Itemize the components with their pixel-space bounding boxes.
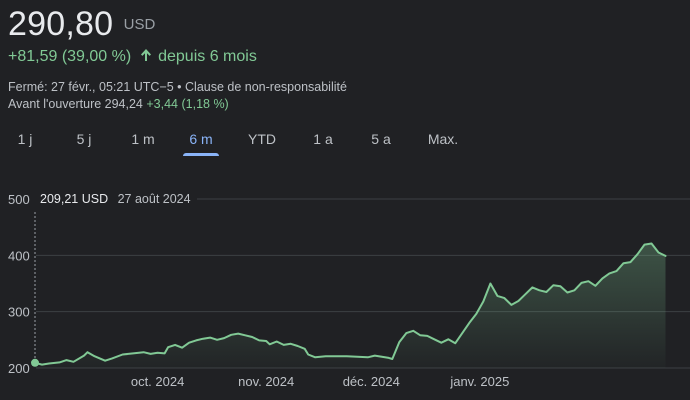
x-tick-label: oct. 2024 — [131, 374, 185, 389]
price-line — [34, 242, 667, 366]
tab-5y[interactable]: 5 a — [371, 131, 391, 147]
change-value: +81,59 (39,00 %) — [8, 48, 132, 65]
chart-tooltip: 209,21 USD 27 août 2024 — [34, 188, 197, 210]
x-tick-label: déc. 2024 — [343, 374, 400, 389]
price-row: 290,80 USD — [8, 4, 155, 44]
y-tick-label: 400 — [8, 248, 30, 263]
tooltip-value: 209,21 USD — [40, 192, 109, 206]
y-tick-label: 500 — [8, 192, 30, 207]
tab-1m[interactable]: 1 m — [131, 131, 155, 147]
price-area — [35, 243, 666, 368]
tab-6m[interactable]: 6 m — [183, 124, 219, 156]
tab-max[interactable]: Max. — [427, 131, 459, 147]
premarket-change: +3,44 (1,18 %) — [146, 97, 229, 111]
price-chart[interactable]: 200 300 400 500 oct. 2024 nov. 2024 déc. 2024… — [0, 186, 690, 400]
y-tick-label: 300 — [8, 305, 30, 320]
hover-point — [31, 358, 39, 367]
tab-1d[interactable]: 1 j — [17, 131, 33, 147]
range-tabs: 1 j 5 j 1 m 6 m YTD 1 a 5 a Max. — [0, 124, 690, 158]
tab-5d[interactable]: 5 j — [76, 131, 92, 147]
chart-canvas: 200 300 400 500 oct. 2024 nov. 2024 déc. 2024… — [8, 192, 690, 389]
y-tick-label: 200 — [8, 361, 30, 376]
premarket-info: Avant l'ouverture 294,24 +3,44 (1,18 %) — [8, 97, 229, 111]
closed-info: Fermé: 27 févr., 05:21 UTC−5 • Clause de… — [8, 80, 347, 94]
tab-ytd[interactable]: YTD — [248, 131, 276, 147]
tab-1y[interactable]: 1 a — [313, 131, 333, 147]
x-tick-label: janv. 2025 — [449, 374, 509, 389]
premarket-label: Avant l'ouverture 294,24 — [8, 97, 143, 111]
arrow-up-icon — [140, 49, 151, 61]
price-change: +81,59 (39,00 %) depuis 6 mois — [8, 48, 257, 66]
current-price: 290,80 — [8, 5, 114, 43]
x-tick-label: nov. 2024 — [238, 374, 294, 389]
change-period: depuis 6 mois — [158, 48, 257, 65]
currency-label: USD — [123, 16, 156, 33]
tooltip-date: 27 août 2024 — [117, 192, 191, 206]
